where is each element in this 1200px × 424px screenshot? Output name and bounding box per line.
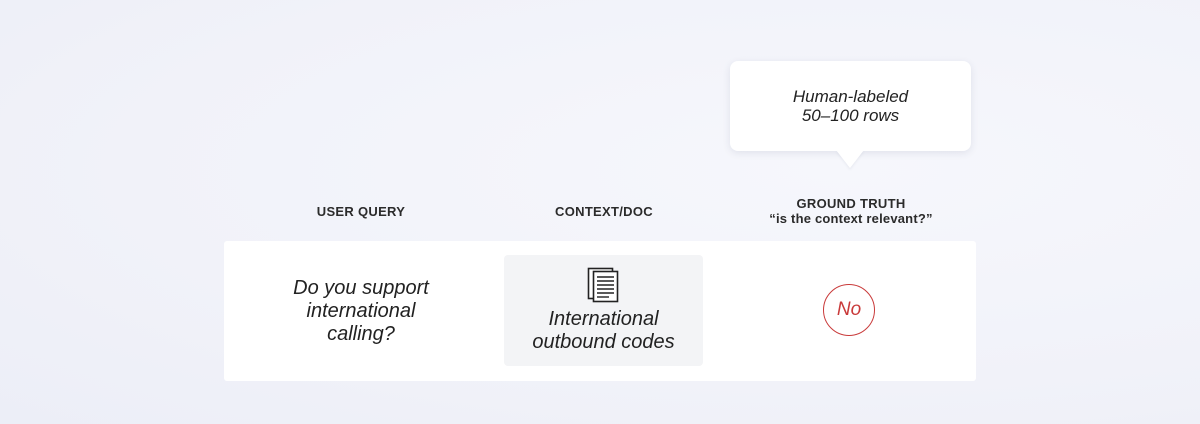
doc-line-2: outbound codes (532, 331, 675, 353)
callout-line-1: Human-labeled (792, 87, 909, 106)
query-line-2: international (306, 299, 416, 322)
document-icon (587, 267, 618, 303)
header-user-query: USER QUERY (316, 204, 406, 219)
context-doc-card: International outbound codes (504, 255, 703, 366)
callout-line-2: 50–100 rows (801, 106, 900, 125)
human-labeled-callout: Human-labeled 50–100 rows (730, 61, 971, 151)
doc-line-1: International (548, 308, 659, 330)
header-ground-truth: GROUND TRUTH “is the context relevant?” (726, 196, 976, 226)
callout-pointer (836, 150, 864, 168)
header-ground-truth-title: GROUND TRUTH (796, 196, 906, 211)
query-line-1: Do you support (293, 276, 429, 299)
header-context-doc: CONTEXT/DOC (555, 204, 653, 219)
example-row: Do you support international calling? In… (224, 241, 976, 381)
ground-truth-answer-badge: No (823, 284, 875, 336)
query-line-3: calling? (327, 322, 395, 345)
header-ground-truth-subtitle: “is the context relevant?” (769, 211, 933, 226)
user-query-cell: Do you support international calling? (224, 241, 498, 381)
